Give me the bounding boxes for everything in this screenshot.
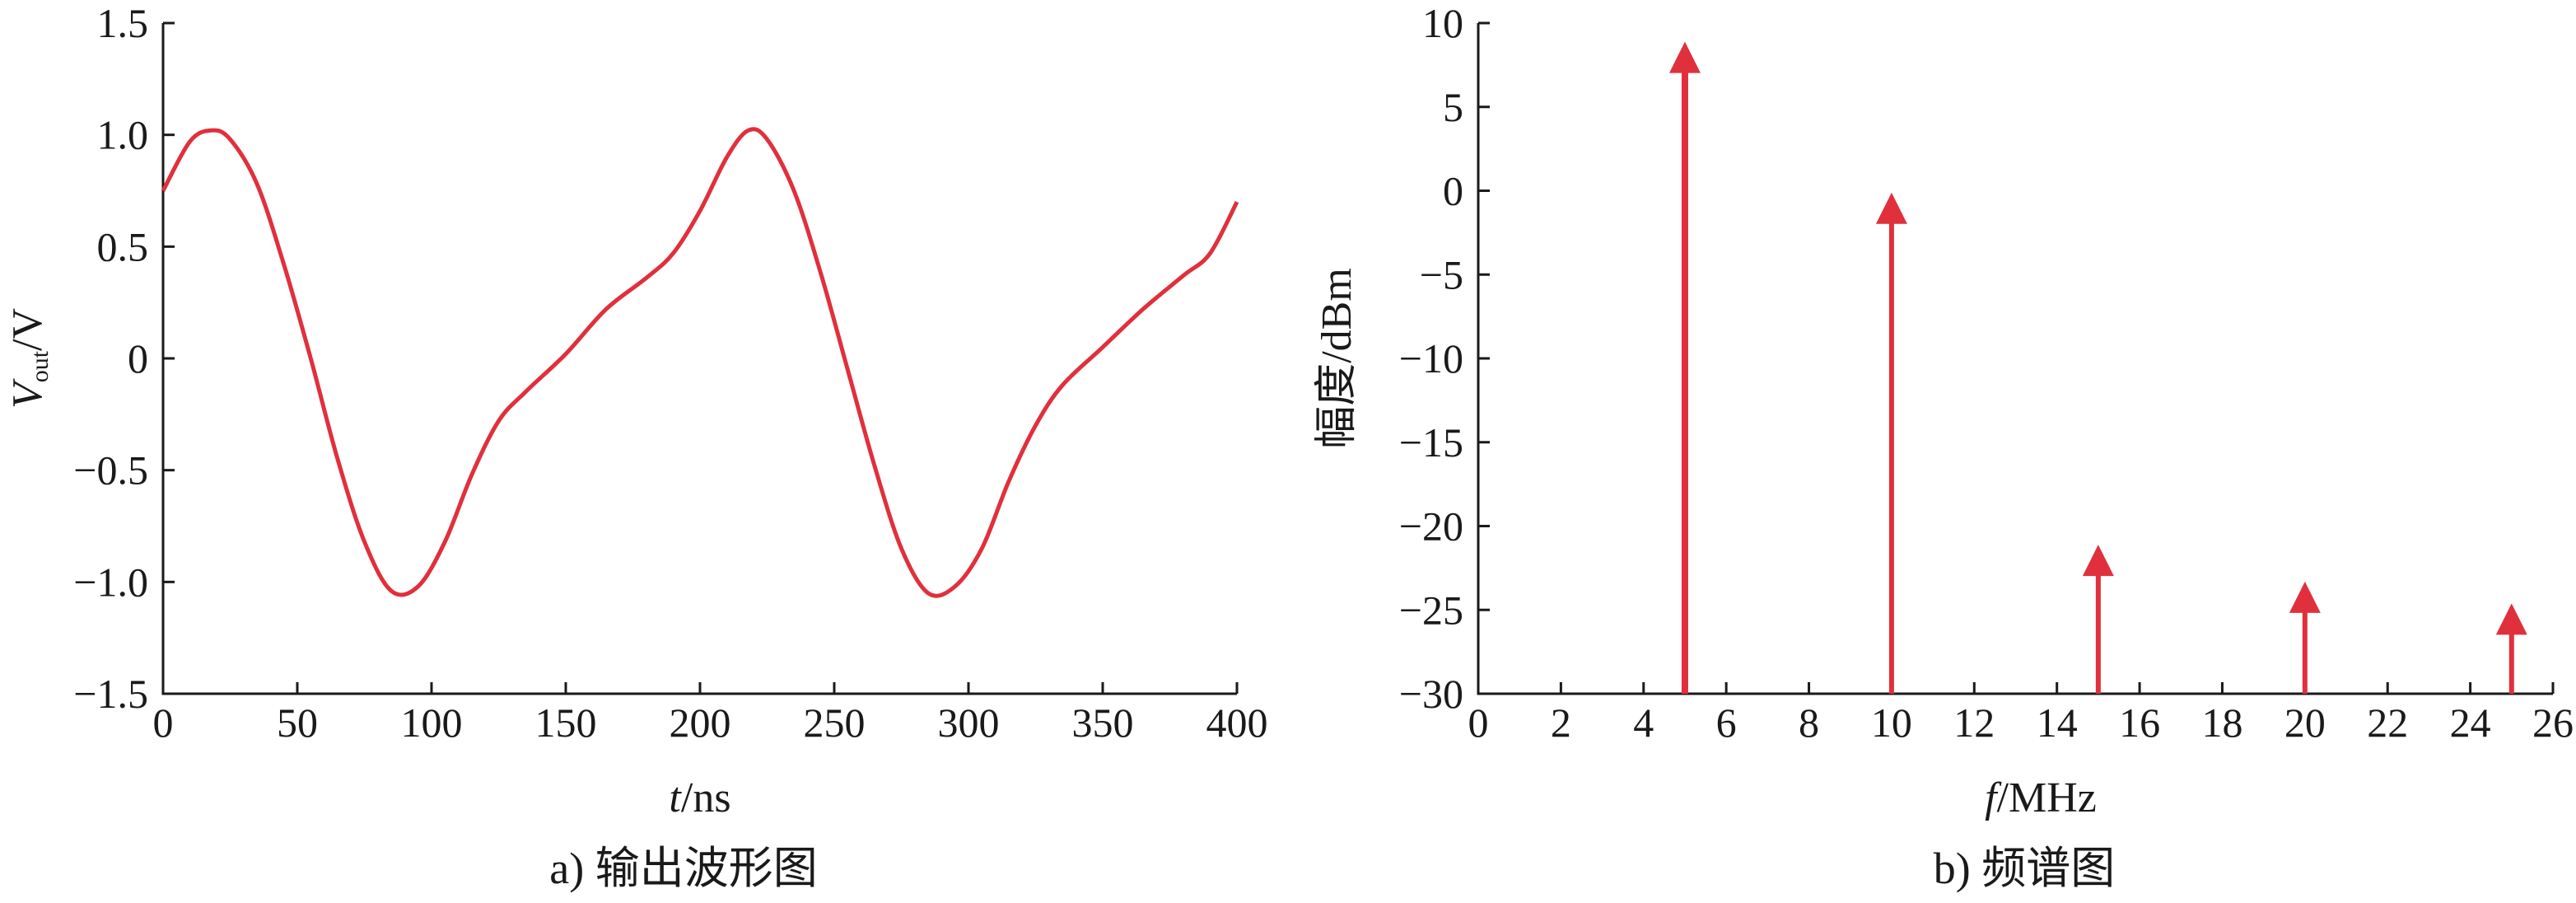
spectrum-y-tick-label: −5 bbox=[1420, 251, 1463, 297]
spectrum-x-tick-label: 18 bbox=[2201, 699, 2242, 746]
waveform-x-tick-label: 200 bbox=[670, 699, 731, 746]
spectrum-x-tick-label: 20 bbox=[2284, 699, 2326, 746]
spectrum-y-axis-label: 幅度/dBm bbox=[1314, 268, 1360, 449]
spectrum-y-tick-label: 5 bbox=[1443, 84, 1463, 130]
spectrum-ticks: 0 2 4 6 8 10 12 14 16 18 20 22 24 26−30−25−20−15−10−5… bbox=[1399, 0, 2574, 746]
waveform-y-tick-label: 1.5 bbox=[97, 0, 149, 46]
waveform-x-tick-label: 150 bbox=[535, 699, 597, 746]
waveform-chart: 0 50 100 150 200 250 300 350 400 −1.5 −1.0 −0.5 0 0.5… bbox=[4, 0, 1268, 893]
spectrum-stems bbox=[1668, 41, 2527, 694]
spectrum-y-tick-label: −10 bbox=[1399, 335, 1463, 381]
spectrum-axes bbox=[1477, 23, 2553, 695]
spectrum-y-tick-label: 10 bbox=[1422, 0, 1463, 46]
spectrum-x-tick-label: 12 bbox=[1953, 699, 1995, 746]
waveform-x-tick-label: 50 bbox=[277, 699, 318, 746]
spectrum-x-tick-label: 22 bbox=[2367, 699, 2408, 746]
spectrum-y-tick-label: −15 bbox=[1399, 419, 1463, 466]
spectrum-x-tick-label: 4 bbox=[1633, 699, 1654, 746]
spectrum-y-tick-label: −20 bbox=[1399, 503, 1463, 550]
spectrum-x-tick-label: 0 bbox=[1468, 699, 1489, 746]
spectrum-x-tick-label: 8 bbox=[1799, 699, 1819, 746]
spectrum-stem-marker bbox=[1668, 41, 1701, 73]
spectrum-x-tick-label: 2 bbox=[1551, 699, 1571, 746]
spectrum-x-axis-label: f/MHz bbox=[1985, 774, 2097, 821]
waveform-y-tick-label: −1.0 bbox=[73, 559, 148, 605]
spectrum-stem-marker bbox=[1875, 192, 1907, 224]
waveform-x-tick-label: 350 bbox=[1072, 699, 1134, 746]
spectrum-stem-marker bbox=[2289, 581, 2321, 613]
waveform-x-tick-label: 250 bbox=[804, 699, 866, 746]
waveform-axes bbox=[161, 23, 1237, 695]
waveform-series-line bbox=[161, 127, 1239, 598]
spectrum-x-tick-label: 14 bbox=[2037, 699, 2078, 746]
spectrum-y-tick-label: −25 bbox=[1399, 587, 1463, 633]
waveform-x-tick-label: 300 bbox=[938, 699, 1000, 746]
waveform-y-tick-label: −0.5 bbox=[73, 447, 148, 494]
waveform-y-tick-label: 1.0 bbox=[97, 112, 149, 158]
waveform-caption: a) 输出波形图 bbox=[549, 844, 817, 893]
waveform-y-tick-label: 0 bbox=[128, 335, 148, 381]
spectrum-x-tick-label: 10 bbox=[1871, 699, 1912, 746]
waveform-x-tick-label: 400 bbox=[1206, 699, 1268, 746]
spectrum-caption: b) 频谱图 bbox=[1934, 844, 2115, 893]
waveform-x-axis-label: t/ns bbox=[669, 774, 730, 821]
spectrum-y-tick-label: −30 bbox=[1399, 671, 1463, 717]
waveform-ticks: 0 50 100 150 200 250 300 350 400 −1.5 −1.0 −0.5 0 0.5… bbox=[73, 0, 1267, 746]
spectrum-x-tick-label: 6 bbox=[1716, 699, 1737, 746]
spectrum-x-tick-label: 16 bbox=[2119, 699, 2160, 746]
spectrum-chart: 0 2 4 6 8 10 12 14 16 18 20 22 24 26−30−25−20−15−10−5… bbox=[1314, 0, 2574, 893]
waveform-x-tick-label: 100 bbox=[401, 699, 463, 746]
waveform-y-tick-label: −1.5 bbox=[73, 671, 148, 717]
waveform-y-tick-label: 0.5 bbox=[97, 223, 149, 269]
waveform-y-axis-label: Vout/V bbox=[4, 308, 54, 409]
spectrum-x-tick-label: 24 bbox=[2450, 699, 2491, 746]
spectrum-stem-marker bbox=[2495, 603, 2527, 635]
spectrum-y-tick-label: 0 bbox=[1443, 168, 1463, 214]
waveform-x-tick-label: 0 bbox=[153, 699, 174, 746]
spectrum-stem-marker bbox=[2082, 545, 2114, 577]
spectrum-x-tick-label: 26 bbox=[2532, 699, 2574, 746]
